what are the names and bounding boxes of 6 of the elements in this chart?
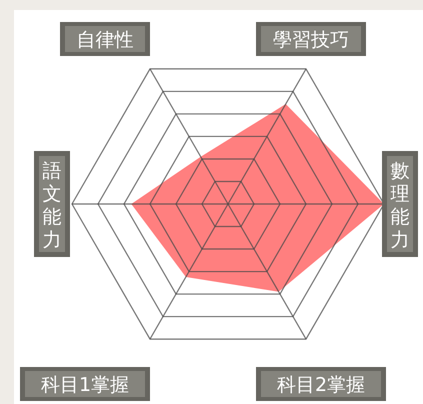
- spoke-label: 學習技巧: [273, 28, 349, 51]
- spoke-label: 語文能力: [42, 160, 62, 251]
- spoke-label: 科目1掌握: [40, 374, 130, 396]
- spoke-label: 數理能力: [390, 160, 410, 251]
- spoke-label: 科目2掌握: [276, 374, 366, 396]
- spoke-label: 自律性: [76, 28, 134, 51]
